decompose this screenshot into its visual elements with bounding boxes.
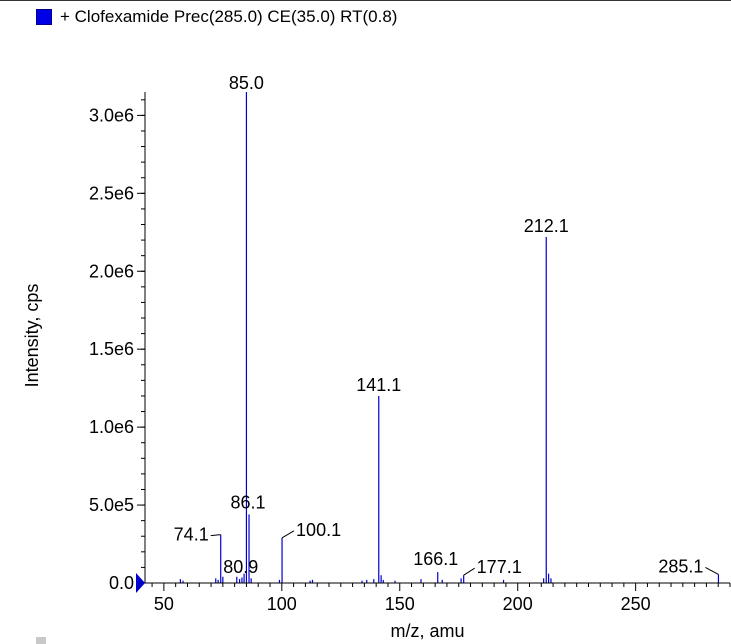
x-tick-label: 50 [154,594,174,614]
peak-label-leader [210,534,221,537]
legend-text: + Clofexamide Prec(285.0) CE(35.0) RT(0.… [60,7,398,26]
x-tick-label: 150 [385,594,415,614]
y-axis-ticks: 0.0 5.0e5 1.0e6 1.5e6 2.0e6 2.5e6 3.0e6 [89,99,145,593]
legend: + Clofexamide Prec(285.0) CE(35.0) RT(0.… [36,4,397,30]
x-tick-label: 100 [267,594,297,614]
peak-label: 100.1 [296,520,341,540]
peak-label: 80.9 [223,557,258,577]
spectrum-peaks [179,92,720,583]
y-axis-title: Intensity, cps [22,284,42,388]
y-tick-label: 2.0e6 [89,261,134,281]
top-border-line [0,0,731,1]
y-tick-label: 5.0e5 [89,495,134,515]
y-tick-label: 3.0e6 [89,105,134,125]
x-tick-label: 250 [621,594,651,614]
peak-label: 212.1 [524,216,569,236]
peak-label: 74.1 [174,525,209,545]
peak-label-leader [463,567,475,576]
y-tick-label: 2.5e6 [89,183,134,203]
peak-label-leader [705,566,719,575]
y-tick-label: 1.5e6 [89,339,134,359]
peak-label-leader [281,530,295,539]
peak-label: 85.0 [229,73,264,93]
baseline-marker-icon[interactable] [136,573,145,593]
peak-label: 285.1 [658,556,703,576]
x-axis-title: m/z, amu [390,621,464,641]
secondary-legend-swatch [36,637,46,644]
peak-label: 177.1 [477,557,522,577]
legend-swatch [36,9,52,25]
peak-label: 166.1 [413,549,458,569]
x-tick-label: 200 [503,594,533,614]
y-tick-label: 1.0e6 [89,417,134,437]
peak-label: 141.1 [356,375,401,395]
y-tick-label: 0.0 [109,573,134,593]
x-axis-ticks: 50 100 150 200 250 [151,583,731,614]
peak-labels: 74.1 80.9 85.0 86.1 100.1 141.1 166.1 177.1 212.… [174,73,719,577]
peak-label: 86.1 [231,492,266,512]
